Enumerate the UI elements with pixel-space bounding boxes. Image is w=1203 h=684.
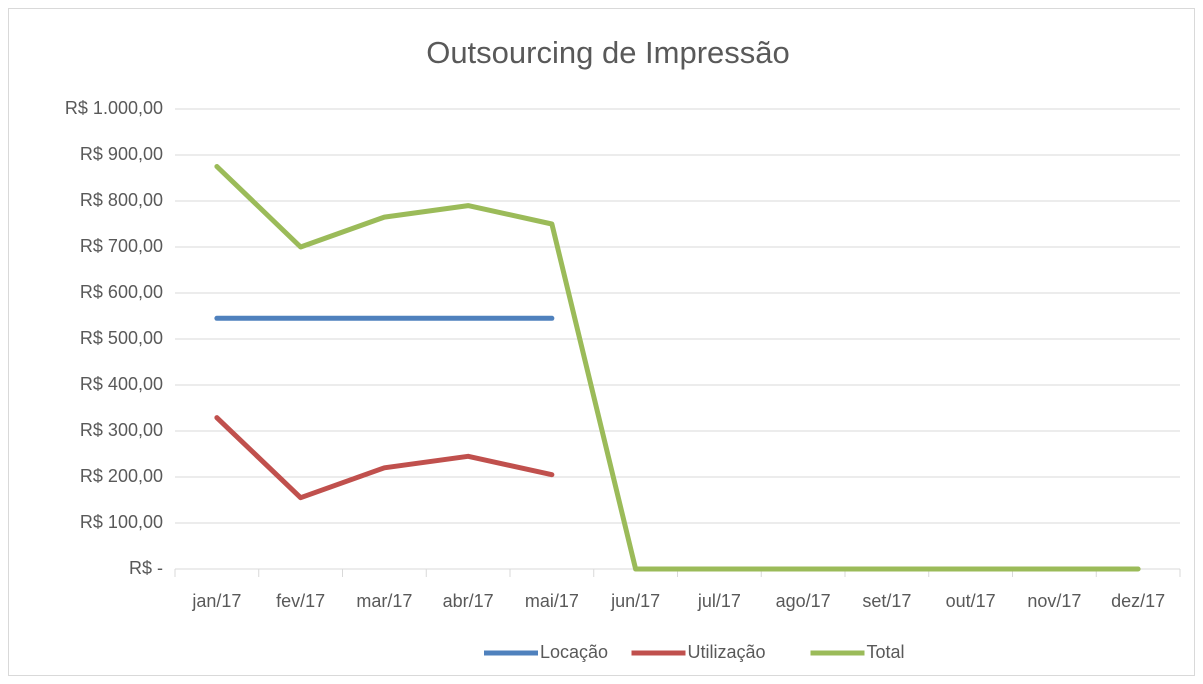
y-tick-label: R$ 900,00 xyxy=(80,144,163,164)
y-tick-label: R$ 500,00 xyxy=(80,328,163,348)
y-tick-label: R$ 600,00 xyxy=(80,282,163,302)
x-tick-label: set/17 xyxy=(862,591,911,611)
legend-label: Utilização xyxy=(688,642,766,662)
x-tick-label: abr/17 xyxy=(443,591,494,611)
y-tick-label: R$ 400,00 xyxy=(80,374,163,394)
x-tick-label: jun/17 xyxy=(610,591,660,611)
series-line xyxy=(214,415,555,501)
legend-label: Total xyxy=(867,642,905,662)
x-tick-label: mar/17 xyxy=(356,591,412,611)
y-tick-label: R$ 300,00 xyxy=(80,420,163,440)
y-tick-label: R$ - xyxy=(129,558,163,578)
x-tick-label: ago/17 xyxy=(776,591,831,611)
y-tick-label: R$ 100,00 xyxy=(80,512,163,532)
x-tick-label: dez/17 xyxy=(1111,591,1165,611)
chart-title: Outsourcing de Impressão xyxy=(426,35,790,70)
y-tick-label: R$ 1.000,00 xyxy=(65,98,163,118)
x-tick-label: jan/17 xyxy=(191,591,241,611)
x-tick-label: jul/17 xyxy=(697,591,741,611)
legend-label: Locação xyxy=(540,642,608,662)
x-tick-label: fev/17 xyxy=(276,591,325,611)
y-tick-label: R$ 700,00 xyxy=(80,236,163,256)
x-tick-label: out/17 xyxy=(946,591,996,611)
series-line xyxy=(214,164,1141,572)
x-tick-label: mai/17 xyxy=(525,591,579,611)
chart-border xyxy=(8,8,1195,676)
y-tick-label: R$ 800,00 xyxy=(80,190,163,210)
y-tick-label: R$ 200,00 xyxy=(80,466,163,486)
x-tick-label: nov/17 xyxy=(1027,591,1081,611)
